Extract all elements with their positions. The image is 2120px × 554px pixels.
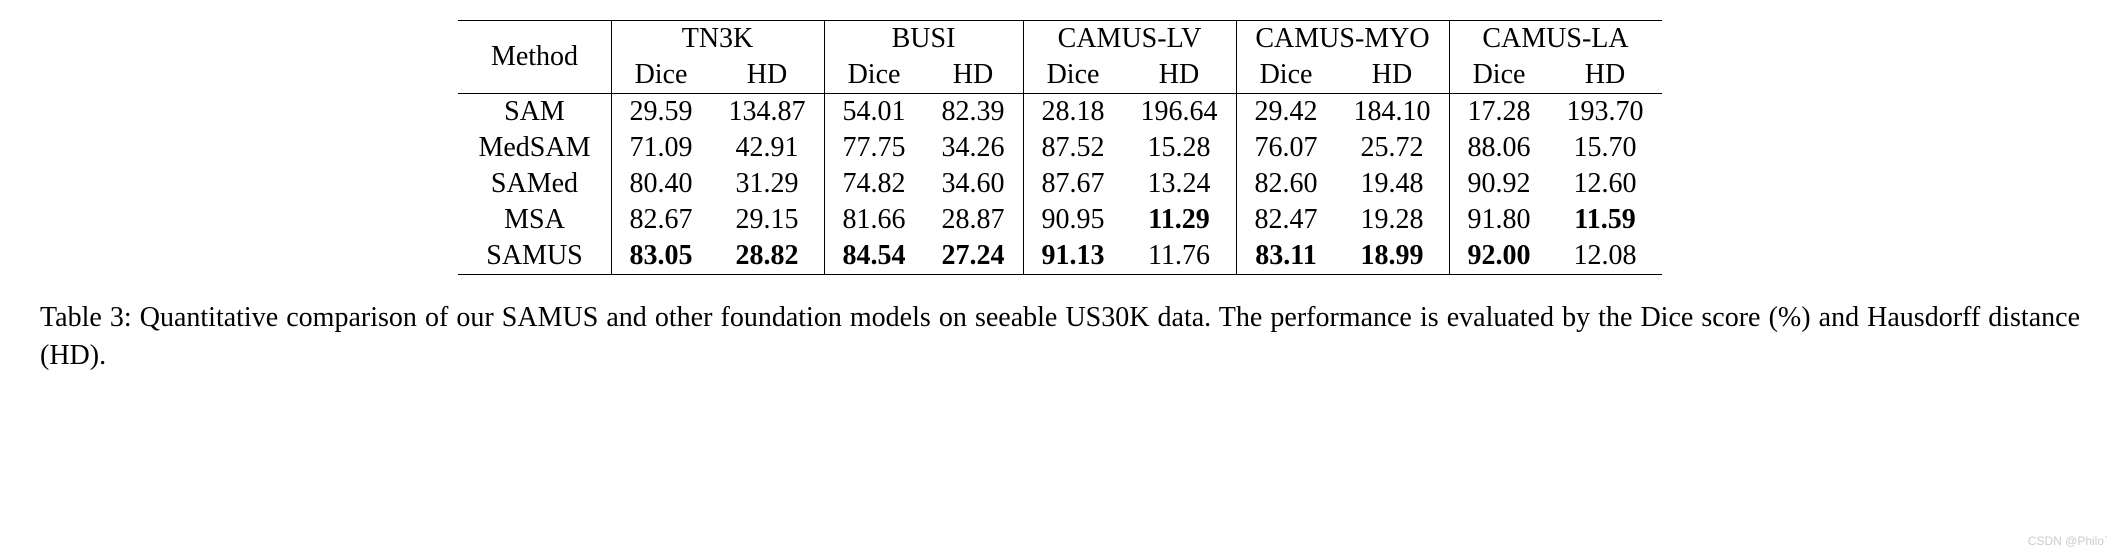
subheader-3-1: HD [1336,57,1450,94]
value-cell: 196.64 [1123,94,1237,131]
subheader-1-0: Dice [824,57,924,94]
header-method: Method [458,21,611,94]
subheader-2-1: HD [1123,57,1237,94]
value-cell: 76.07 [1236,130,1336,166]
value-cell: 15.28 [1123,130,1237,166]
value-cell: 92.00 [1449,238,1549,275]
value-cell: 12.08 [1549,238,1662,275]
subheader-0-0: Dice [611,57,711,94]
value-cell: 81.66 [824,202,924,238]
value-cell: 25.72 [1336,130,1450,166]
value-cell: 91.13 [1023,238,1123,275]
value-cell: 19.48 [1336,166,1450,202]
value-cell: 13.24 [1123,166,1237,202]
value-cell: 54.01 [824,94,924,131]
value-cell: 87.52 [1023,130,1123,166]
subheader-1-1: HD [924,57,1024,94]
subheader-4-0: Dice [1449,57,1549,94]
table-caption: Table 3: Quantitative comparison of our … [40,299,2080,375]
value-cell: 193.70 [1549,94,1662,131]
header-group-3: CAMUS-MYO [1236,21,1449,58]
method-cell: SAMUS [458,238,611,275]
value-cell: 11.29 [1123,202,1237,238]
method-cell: SAM [458,94,611,131]
value-cell: 82.47 [1236,202,1336,238]
value-cell: 18.99 [1336,238,1450,275]
subheader-4-1: HD [1549,57,1662,94]
subheader-3-0: Dice [1236,57,1336,94]
header-group-1: BUSI [824,21,1023,58]
table-row: MedSAM71.0942.9177.7534.2687.5215.2876.0… [458,130,1661,166]
value-cell: 11.59 [1549,202,1662,238]
value-cell: 83.05 [611,238,711,275]
value-cell: 15.70 [1549,130,1662,166]
value-cell: 27.24 [924,238,1024,275]
value-cell: 29.42 [1236,94,1336,131]
value-cell: 88.06 [1449,130,1549,166]
value-cell: 91.80 [1449,202,1549,238]
value-cell: 28.18 [1023,94,1123,131]
value-cell: 28.82 [711,238,825,275]
table-row: MSA82.6729.1581.6628.8790.9511.2982.4719… [458,202,1661,238]
value-cell: 82.60 [1236,166,1336,202]
table-row: SAMed80.4031.2974.8234.6087.6713.2482.60… [458,166,1661,202]
value-cell: 11.76 [1123,238,1237,275]
value-cell: 82.39 [924,94,1024,131]
value-cell: 29.15 [711,202,825,238]
method-cell: MedSAM [458,130,611,166]
value-cell: 87.67 [1023,166,1123,202]
table-row: SAM29.59134.8754.0182.3928.18196.6429.42… [458,94,1661,131]
value-cell: 134.87 [711,94,825,131]
subheader-2-0: Dice [1023,57,1123,94]
value-cell: 34.60 [924,166,1024,202]
table-row: SAMUS83.0528.8284.5427.2491.1311.7683.11… [458,238,1661,275]
value-cell: 42.91 [711,130,825,166]
table-header: Method TN3K BUSI CAMUS-LV CAMUS-MYO CAMU… [458,21,1661,94]
method-cell: MSA [458,202,611,238]
value-cell: 77.75 [824,130,924,166]
results-table: Method TN3K BUSI CAMUS-LV CAMUS-MYO CAMU… [458,20,1661,275]
value-cell: 90.95 [1023,202,1123,238]
table-body: SAM29.59134.8754.0182.3928.18196.6429.42… [458,94,1661,275]
value-cell: 82.67 [611,202,711,238]
value-cell: 28.87 [924,202,1024,238]
header-group-0: TN3K [611,21,824,58]
method-cell: SAMed [458,166,611,202]
subheader-0-1: HD [711,57,825,94]
value-cell: 34.26 [924,130,1024,166]
value-cell: 84.54 [824,238,924,275]
value-cell: 31.29 [711,166,825,202]
value-cell: 19.28 [1336,202,1450,238]
value-cell: 184.10 [1336,94,1450,131]
value-cell: 80.40 [611,166,711,202]
header-group-2: CAMUS-LV [1023,21,1236,58]
value-cell: 74.82 [824,166,924,202]
watermark: CSDN @Philo` [2028,534,2108,548]
value-cell: 29.59 [611,94,711,131]
value-cell: 90.92 [1449,166,1549,202]
value-cell: 83.11 [1236,238,1336,275]
header-group-4: CAMUS-LA [1449,21,1662,58]
value-cell: 17.28 [1449,94,1549,131]
value-cell: 12.60 [1549,166,1662,202]
value-cell: 71.09 [611,130,711,166]
